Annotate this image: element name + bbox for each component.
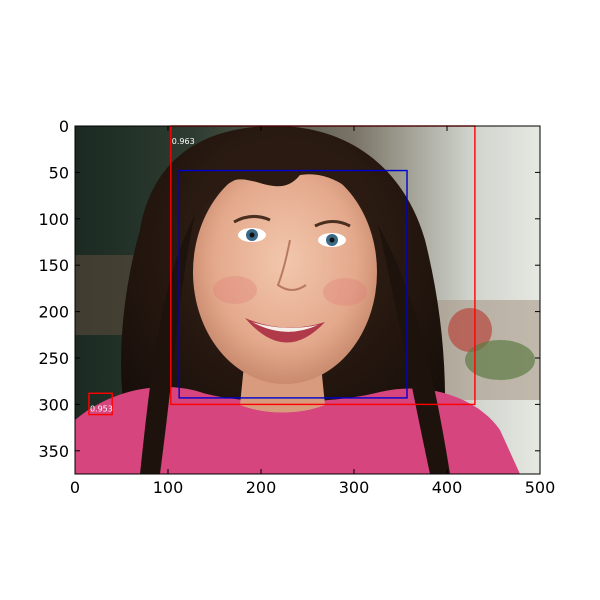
right-cheek — [323, 278, 367, 306]
detection-boxes: 0.963 0.953 — [88, 125, 476, 416]
y-tick-label: 250 — [38, 349, 69, 368]
x-tick-label: 300 — [339, 478, 370, 497]
face — [193, 160, 377, 384]
y-tick-label: 200 — [38, 303, 69, 322]
ground-truth-box — [178, 169, 408, 399]
background-flowers — [448, 308, 492, 352]
axes-frame — [74, 125, 541, 475]
left-hair-strand — [140, 215, 195, 474]
axis-ticks: 0 100 200 300 400 500 0 50 100 150 200 250 300 350 — [38, 117, 555, 497]
background-plant — [465, 340, 535, 380]
confidence-score-label: 0.953 — [90, 404, 113, 413]
x-tick-label: 0 — [70, 478, 80, 497]
y-tick-label: 300 — [38, 395, 69, 414]
nose — [276, 239, 307, 291]
x-tick-label: 100 — [153, 478, 184, 497]
y-tick-label: 100 — [38, 210, 69, 229]
right-hair-strand — [378, 225, 450, 474]
left-cheek — [213, 276, 257, 304]
prediction-box — [88, 392, 113, 416]
left-brow — [233, 215, 271, 224]
y-tick-label: 0 — [59, 117, 69, 136]
y-tick-label: 50 — [49, 163, 69, 182]
right-pupil — [329, 237, 335, 243]
x-tick-label: 500 — [525, 478, 556, 497]
bangs — [195, 137, 378, 225]
left-pupil — [249, 232, 255, 238]
confidence-score-label: 0.963 — [172, 137, 195, 146]
x-tick-label: 200 — [246, 478, 277, 497]
x-tick-label: 400 — [432, 478, 463, 497]
teeth — [252, 322, 318, 332]
pink-shirt — [75, 387, 520, 474]
y-tick-label: 150 — [38, 256, 69, 275]
photo — [75, 126, 540, 474]
y-tick-label: 350 — [38, 442, 69, 461]
right-brow — [314, 220, 351, 228]
